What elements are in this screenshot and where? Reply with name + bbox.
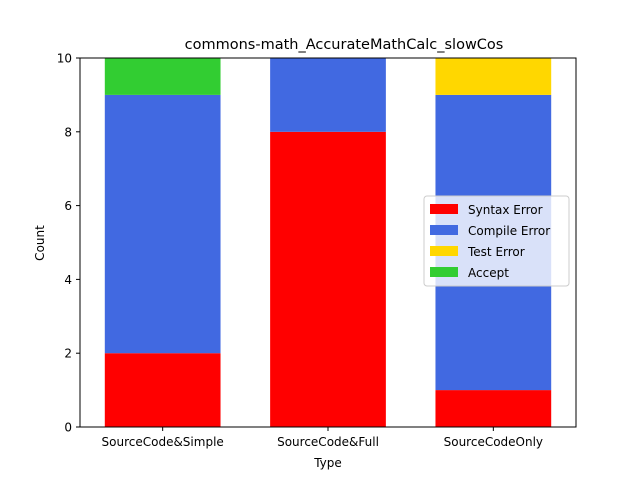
x-tick-label: SourceCodeOnly <box>444 435 543 449</box>
bar-segment-syntax-error-0 <box>104 353 221 427</box>
x-tick-label: SourceCode&Full <box>277 435 379 449</box>
bar-segment-compile-error-1 <box>270 58 386 132</box>
y-tick-label: 4 <box>64 273 72 287</box>
y-tick-label: 8 <box>64 125 72 139</box>
legend: Syntax Error Compile Error Test Error Accep… <box>423 195 570 287</box>
legend-frame <box>423 195 570 287</box>
legend-items: Syntax Error Compile Error Test Error Accep… <box>430 203 550 280</box>
bar-segment-syntax-error-1 <box>270 131 386 428</box>
chart-title: commons-math_AccurateMathCalc_slowCos <box>185 37 504 53</box>
y-tick-label: 0 <box>64 421 72 435</box>
axes-layer: SourceCode&Simple SourceCode&Full SourceCo… <box>57 52 577 449</box>
legend-swatch-accept <box>430 267 458 277</box>
legend-label-compile-error: Compile Error <box>468 224 550 238</box>
legend-label-syntax-error: Syntax Error <box>468 203 543 217</box>
x-axis-label: Type <box>313 456 342 470</box>
y-tick-label: 2 <box>64 347 72 361</box>
legend-swatch-test-error <box>430 246 458 256</box>
legend-swatch-syntax-error <box>430 204 458 214</box>
bar-segment-syntax-error-2 <box>435 390 552 427</box>
legend-label-test-error: Test Error <box>467 245 525 259</box>
x-tick-label: SourceCode&Simple <box>102 435 224 449</box>
legend-label-accept: Accept <box>468 266 509 280</box>
legend-swatch-compile-error <box>430 225 458 235</box>
bars-layer <box>104 58 552 428</box>
y-tick-label: 10 <box>57 52 72 66</box>
bar-segment-compile-error-0 <box>104 94 221 354</box>
y-tick-label: 6 <box>64 199 72 213</box>
bar-segment-accept-0 <box>104 58 221 95</box>
bar-segment-test-error-2 <box>435 58 552 95</box>
y-axis-label: Count <box>33 225 47 261</box>
